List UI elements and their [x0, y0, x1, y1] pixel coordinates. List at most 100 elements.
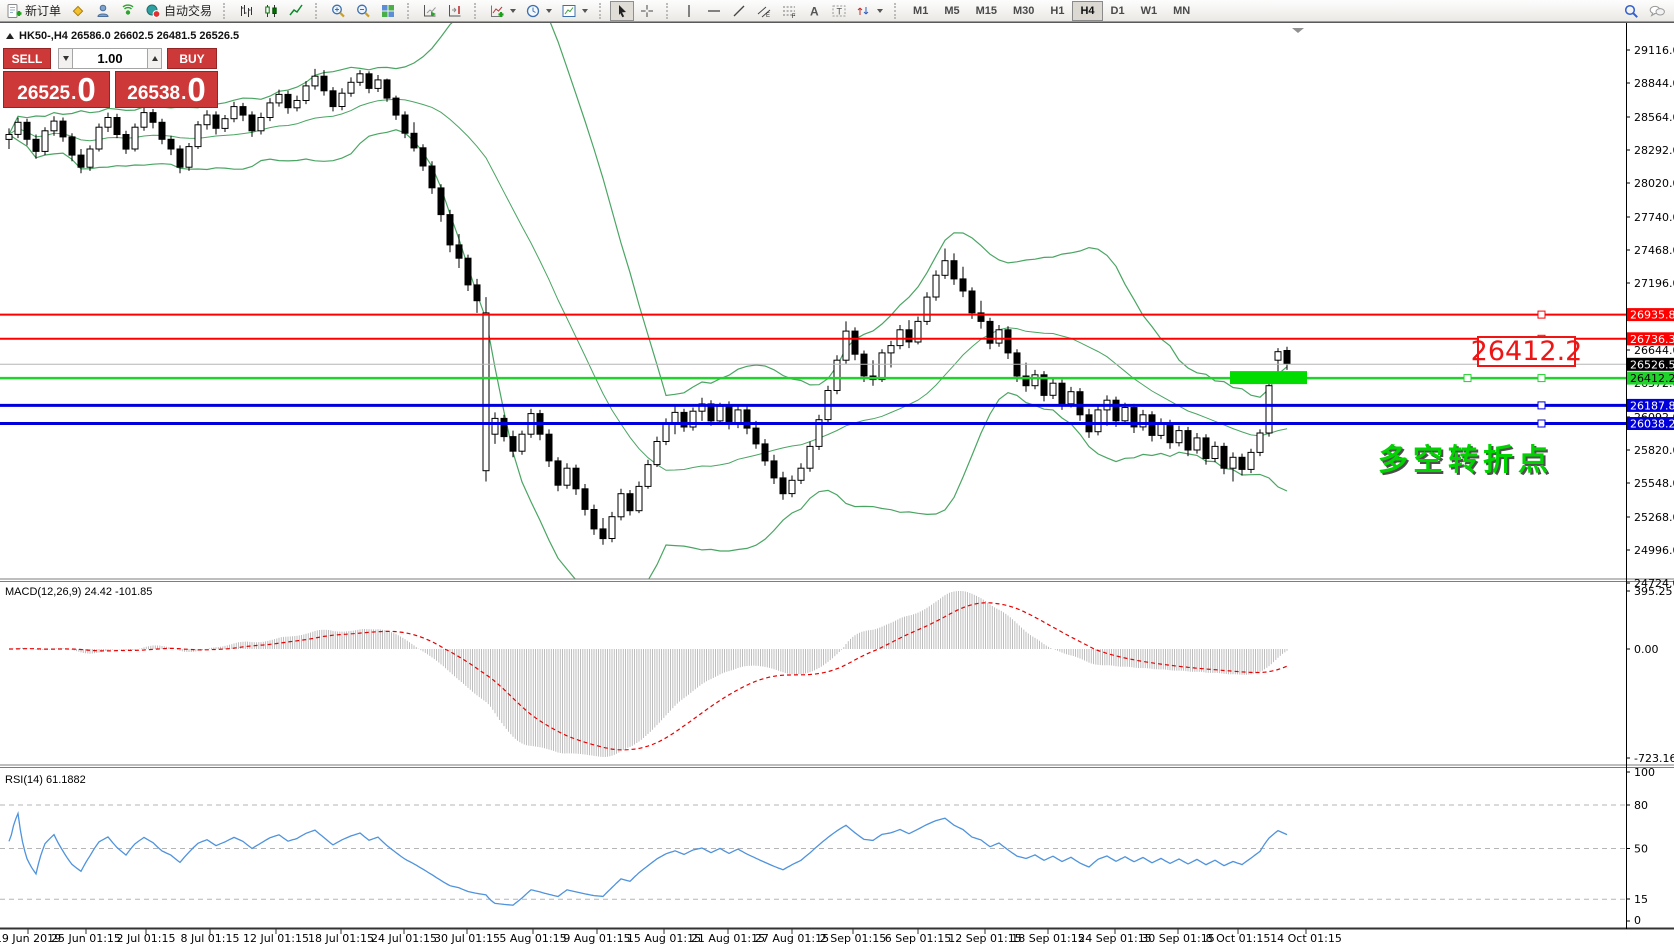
svg-text:8 Oct 01:15: 8 Oct 01:15: [1206, 932, 1271, 945]
timeframe-button-mn[interactable]: MN: [1173, 4, 1191, 17]
cursor-icon: [614, 3, 630, 19]
dropdown-caret-icon: [877, 8, 884, 13]
timeframe-button-m1[interactable]: M1: [913, 4, 929, 17]
toolbar-separator: [474, 2, 480, 19]
auto-trading-button[interactable]: 自动交易: [141, 1, 216, 21]
svg-text:26736.3: 26736.3: [1630, 333, 1674, 346]
candles-layer: [5, 68, 1291, 545]
auto-scroll-button[interactable]: [418, 1, 442, 21]
svg-text:30 Jul 01:15: 30 Jul 01:15: [434, 932, 500, 945]
timeframe-button-m5[interactable]: M5: [944, 4, 960, 17]
equidistant-channel-button[interactable]: E: [752, 1, 776, 21]
accounts-button[interactable]: [91, 1, 115, 21]
chat-icon: [1648, 3, 1666, 19]
price-callout-label[interactable]: 26412.2: [1470, 336, 1583, 367]
template-icon: [561, 3, 577, 19]
sell-button[interactable]: SELL: [3, 48, 51, 69]
timeframe-button-h1[interactable]: H1: [1050, 4, 1065, 17]
svg-text:15: 15: [1634, 893, 1648, 906]
chart-shift-marker-icon: [1292, 28, 1304, 33]
timeframe-button-h4[interactable]: H4: [1072, 0, 1103, 21]
vertical-line-icon: [681, 3, 697, 19]
chart-canvas[interactable]: 29116.0 28844.0 28564.0 28292.0 28020.0 27740…: [0, 23, 1674, 946]
svg-text:26412.2: 26412.2: [1630, 372, 1674, 385]
triangle-up-icon: [151, 56, 158, 61]
svg-text:0: 0: [1634, 914, 1641, 927]
search-button[interactable]: [1619, 1, 1643, 21]
svg-text:25820.0: 25820.0: [1634, 444, 1674, 457]
bar-chart-icon: [238, 3, 254, 19]
chart-profiles-button[interactable]: [66, 1, 90, 21]
turning-point-annotation[interactable]: 多空转折点: [1378, 443, 1553, 478]
volume-input[interactable]: 1.00: [73, 48, 147, 69]
svg-text:19 Jun 2019: 19 Jun 2019: [0, 932, 61, 945]
templates-button[interactable]: [557, 1, 592, 21]
candlestick-chart-button[interactable]: [259, 1, 283, 21]
toolbar-separator: [315, 2, 321, 19]
chart-title-text: HK50-,H4 26586.0 26602.5 26481.5 26526.5: [19, 30, 240, 42]
svg-text:26644.0: 26644.0: [1634, 344, 1674, 357]
buy-price-main: 26538: [127, 83, 181, 104]
highlight-rectangle: [1230, 371, 1307, 385]
svg-text:27196.0: 27196.0: [1634, 277, 1674, 290]
signals-button[interactable]: [116, 1, 140, 21]
volume-increase-button[interactable]: [147, 48, 162, 69]
svg-text:24724.0: 24724.0: [1634, 577, 1674, 590]
cursor-button[interactable]: [610, 0, 635, 21]
chart-area[interactable]: 29116.0 28844.0 28564.0 28292.0 28020.0 27740…: [0, 22, 1674, 946]
svg-text:-723.16: -723.16: [1634, 752, 1674, 765]
main-price-pane: [5, 23, 1291, 579]
line-handle: [1463, 374, 1472, 383]
search-icon: [1623, 3, 1639, 19]
symbol-collapse-icon[interactable]: [6, 33, 14, 39]
dropdown-caret-icon: [510, 8, 517, 13]
timeframe-button-d1[interactable]: D1: [1110, 4, 1125, 17]
toolbar-separator: [223, 2, 229, 19]
arrows-icon: [856, 3, 872, 19]
main-toolbar: 新订单 自动交易 E F A T: [0, 0, 1674, 22]
sell-price-main: 26525: [17, 83, 71, 104]
svg-text:28564.0: 28564.0: [1634, 111, 1674, 124]
svg-text:29116.0: 29116.0: [1634, 44, 1674, 57]
trade-panel-top-row: SELL 1.00 BUY: [3, 48, 218, 69]
trendline-button[interactable]: [727, 1, 751, 21]
svg-text:27740.0: 27740.0: [1634, 211, 1674, 224]
zoom-out-button[interactable]: [351, 1, 375, 21]
svg-text:18 Sep 01:15: 18 Sep 01:15: [1011, 932, 1084, 945]
svg-text:5 Aug 01:15: 5 Aug 01:15: [499, 932, 566, 945]
indicators-icon: [489, 3, 505, 19]
one-click-trading-panel: SELL 1.00 BUY 26525. 0 26538. 0: [3, 48, 218, 108]
chart-shift-button[interactable]: [443, 1, 467, 21]
timeframe-button-m15[interactable]: M15: [975, 4, 997, 17]
bar-chart-button[interactable]: [234, 1, 258, 21]
new-order-button[interactable]: 新订单: [2, 1, 65, 21]
svg-text:21 Aug 01:15: 21 Aug 01:15: [691, 932, 765, 945]
buy-price-button[interactable]: 26538. 0: [115, 71, 218, 108]
line-chart-icon: [288, 3, 304, 19]
volume-decrease-button[interactable]: [58, 48, 73, 69]
line-handle: [1537, 419, 1546, 428]
timeframe-button-w1[interactable]: W1: [1140, 4, 1158, 17]
zoom-in-button[interactable]: [326, 1, 350, 21]
auto-trading-label: 自动交易: [164, 4, 213, 18]
crosshair-button[interactable]: [635, 1, 659, 21]
chat-button[interactable]: [1644, 1, 1670, 21]
horizontal-line-button[interactable]: [702, 1, 726, 21]
line-chart-button[interactable]: [284, 1, 308, 21]
sell-price-button[interactable]: 26525. 0: [3, 71, 110, 108]
tile-windows-button[interactable]: [376, 1, 400, 21]
svg-text:6 Sep 01:15: 6 Sep 01:15: [885, 932, 951, 945]
timeframe-button-m30[interactable]: M30: [1013, 4, 1035, 17]
text-label-button[interactable]: T: [827, 1, 851, 21]
vertical-line-button[interactable]: [677, 1, 701, 21]
svg-text:25268.0: 25268.0: [1634, 511, 1674, 524]
indicators-button[interactable]: [485, 1, 520, 21]
text-button[interactable]: A: [802, 1, 826, 21]
arrows-button[interactable]: [852, 1, 887, 21]
signal-icon: [120, 3, 136, 19]
svg-text:0.00: 0.00: [1634, 643, 1659, 656]
periods-button[interactable]: [521, 1, 556, 21]
svg-text:30 Sep 01:15: 30 Sep 01:15: [1141, 932, 1214, 945]
fibonacci-button[interactable]: F: [777, 1, 801, 21]
buy-button[interactable]: BUY: [167, 48, 217, 69]
